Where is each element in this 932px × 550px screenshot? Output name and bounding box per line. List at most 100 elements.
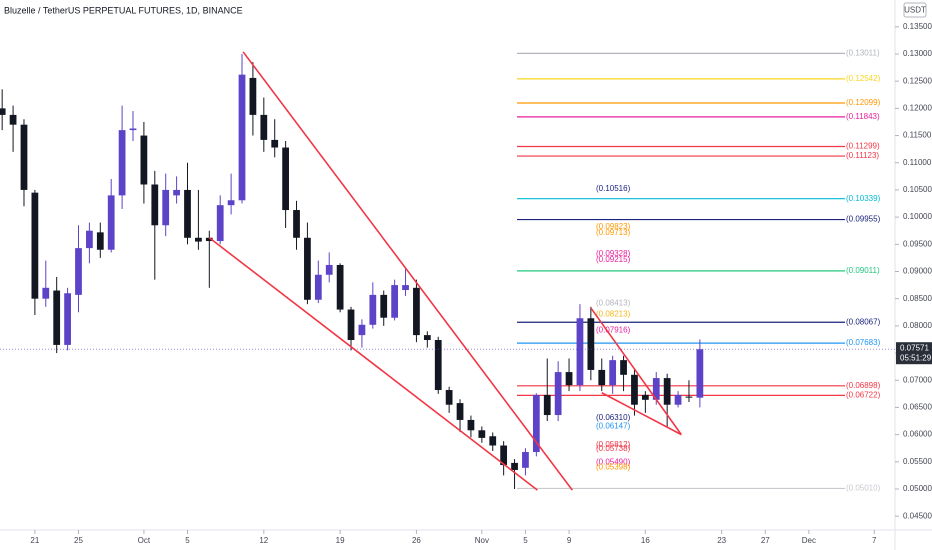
x-tick-label: 25 [74, 536, 83, 545]
candle-body [489, 436, 497, 446]
fib-inner-label: (0.09713) [596, 228, 631, 237]
candle-body [391, 285, 399, 318]
candle-body [358, 324, 366, 336]
candle-body [260, 114, 268, 140]
candle-body [685, 396, 693, 398]
candle-body [20, 124, 28, 190]
fib-label: (0.06898) [846, 381, 881, 390]
x-tick-label: 19 [336, 536, 345, 545]
fib-inner-label: (0.06310) [596, 413, 631, 422]
x-tick-label: 26 [412, 536, 421, 545]
fib-inner-label: (0.08413) [596, 299, 631, 308]
candle-body [107, 195, 115, 250]
candle-body [620, 360, 627, 375]
candle-body [565, 372, 573, 386]
y-tick-label: 0.09500 [903, 239, 932, 248]
candle-body [434, 340, 442, 391]
candle-body [282, 147, 289, 211]
candle-body [9, 114, 17, 125]
candle-body [53, 290, 61, 345]
fib-inner-label: (0.05490) [596, 457, 631, 466]
y-tick-label: 0.06500 [903, 403, 932, 412]
candle-body [522, 452, 529, 468]
candle-body [696, 349, 704, 398]
current-price: 0.07571 [900, 343, 929, 352]
x-tick-label: 27 [761, 536, 770, 545]
candle-body [293, 210, 300, 238]
y-tick-label: 0.13000 [903, 49, 932, 58]
y-tick-label: 0.05500 [903, 457, 932, 466]
fib-inner-label: (0.07916) [596, 326, 631, 335]
candle-body [554, 372, 562, 416]
fib-label: (0.06722) [846, 390, 881, 399]
candle-body [423, 335, 431, 341]
fib-label: (0.12542) [846, 74, 881, 83]
candle-body [216, 205, 224, 242]
fib-label: (0.11123) [846, 151, 879, 160]
candle-body [576, 318, 584, 386]
fib-label: (0.11843) [846, 112, 880, 121]
fib-inner-label: (0.05738) [596, 444, 631, 453]
fib-inner-label: (0.06147) [596, 422, 631, 431]
candle-body [140, 135, 148, 185]
y-tick-label: 0.12500 [903, 76, 932, 85]
candle-body [184, 189, 191, 238]
x-tick-label: 5 [185, 536, 190, 545]
candle-body [238, 74, 246, 201]
candle-body [86, 230, 93, 249]
candle-body [609, 360, 617, 386]
fib-inner-label: (0.05812) [596, 440, 631, 449]
fib-label: (0.10339) [846, 194, 881, 203]
candle-body [511, 462, 518, 470]
candle-body [380, 294, 388, 318]
candle-body [587, 318, 595, 370]
fib-inner-label: (0.08213) [596, 309, 631, 318]
candle-body [195, 237, 202, 242]
fib-inner-label: (0.09215) [596, 255, 631, 264]
x-tick-label: Nov [475, 536, 489, 545]
currency: USDT [904, 6, 926, 15]
x-tick-label: 5 [523, 536, 528, 545]
x-tick-label: Oct [138, 536, 151, 545]
currency-box[interactable] [903, 2, 927, 18]
candle-body [205, 237, 213, 242]
y-tick-label: 0.10000 [903, 212, 932, 221]
x-tick-label: 23 [717, 536, 726, 545]
candle-body [336, 264, 344, 310]
x-tick-label: 16 [641, 536, 650, 545]
fib-label: (0.09011) [846, 266, 880, 275]
candle-body [532, 394, 540, 453]
candle-body [631, 374, 638, 405]
x-tick-label: 21 [30, 536, 39, 545]
candle-body [31, 192, 39, 299]
candle-body [652, 378, 660, 400]
candle-body [173, 189, 180, 196]
candle-body [64, 293, 71, 345]
candle-body [347, 309, 355, 341]
candle-body [598, 369, 606, 386]
y-tick-label: 0.13500 [903, 22, 932, 31]
y-tick-label: 0.05000 [903, 484, 932, 493]
y-tick-label: 0.06000 [903, 430, 932, 439]
candle-body [413, 287, 420, 336]
y-tick-label: 0.10500 [903, 185, 932, 194]
candle-body [304, 237, 311, 300]
fib-inner-label: (0.10516) [596, 184, 631, 193]
y-tick-label: 0.08500 [903, 294, 932, 303]
candle-body [151, 184, 159, 226]
x-tick-label: 9 [567, 536, 572, 545]
candle-body [75, 248, 82, 295]
candle-body [271, 139, 279, 148]
candle-body [456, 403, 464, 420]
countdown: 05:51:29 [900, 353, 932, 362]
candle-body [402, 285, 409, 290]
fib-label: (0.08067) [846, 317, 881, 326]
x-tick-label: 12 [259, 536, 268, 545]
x-tick-label: 7 [872, 536, 877, 545]
candle-body [314, 274, 322, 300]
candle-body [227, 200, 235, 206]
trendline [242, 51, 573, 491]
y-tick-label: 0.11500 [903, 131, 932, 140]
candle-body [369, 294, 377, 325]
